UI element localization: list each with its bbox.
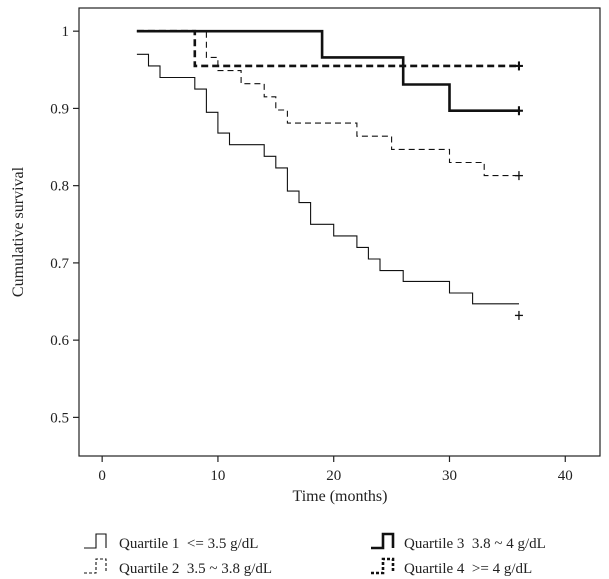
legend: Quartile 1 <= 3.5 g/dL Quartile 2 3.5 ~ 3…: [84, 532, 546, 577]
y-tick-label: 0.6: [50, 333, 69, 349]
legend-swatch: [84, 533, 107, 549]
x-tick-label: 30: [442, 468, 457, 484]
legend-swatch: [371, 532, 395, 550]
legend-swatch: [84, 558, 107, 574]
legend-label: Quartile 1 <= 3.5 g/dL: [119, 536, 258, 552]
y-axis-label: Cumulative survival: [10, 166, 27, 297]
series-layer: [136, 29, 523, 320]
y-tick-label: 1: [62, 24, 70, 40]
plot-frame: [78, 7, 601, 457]
y-tick-label: 0.5: [50, 410, 69, 426]
x-axis-label: Time (months): [293, 488, 388, 505]
y-tick-label: 0.8: [50, 179, 69, 195]
y-axis: 0.5 0.6 0.7 0.8 0.9 1: [50, 24, 79, 426]
series-line-quartile-4: [136, 29, 519, 68]
legend-label: Quartile 4 >= 4 g/dL: [404, 561, 532, 577]
x-tick-label: 40: [558, 468, 573, 484]
legend-swatch: [371, 557, 395, 575]
x-tick-label: 20: [326, 468, 341, 484]
x-tick-label: 10: [210, 468, 225, 484]
y-tick-label: 0.9: [50, 101, 69, 117]
y-tick-label: 0.7: [50, 256, 69, 272]
x-tick-label: 0: [98, 468, 106, 484]
series-line-quartile-2: [136, 30, 519, 177]
x-axis: 0 10 20 30 40: [98, 456, 573, 484]
legend-label: Quartile 2 3.5 ~ 3.8 g/dL: [119, 561, 272, 577]
series-line-quartile-1: [136, 53, 519, 305]
series-line-quartile-3: [136, 29, 519, 112]
legend-label: Quartile 3 3.8 ~ 4 g/dL: [404, 536, 546, 552]
